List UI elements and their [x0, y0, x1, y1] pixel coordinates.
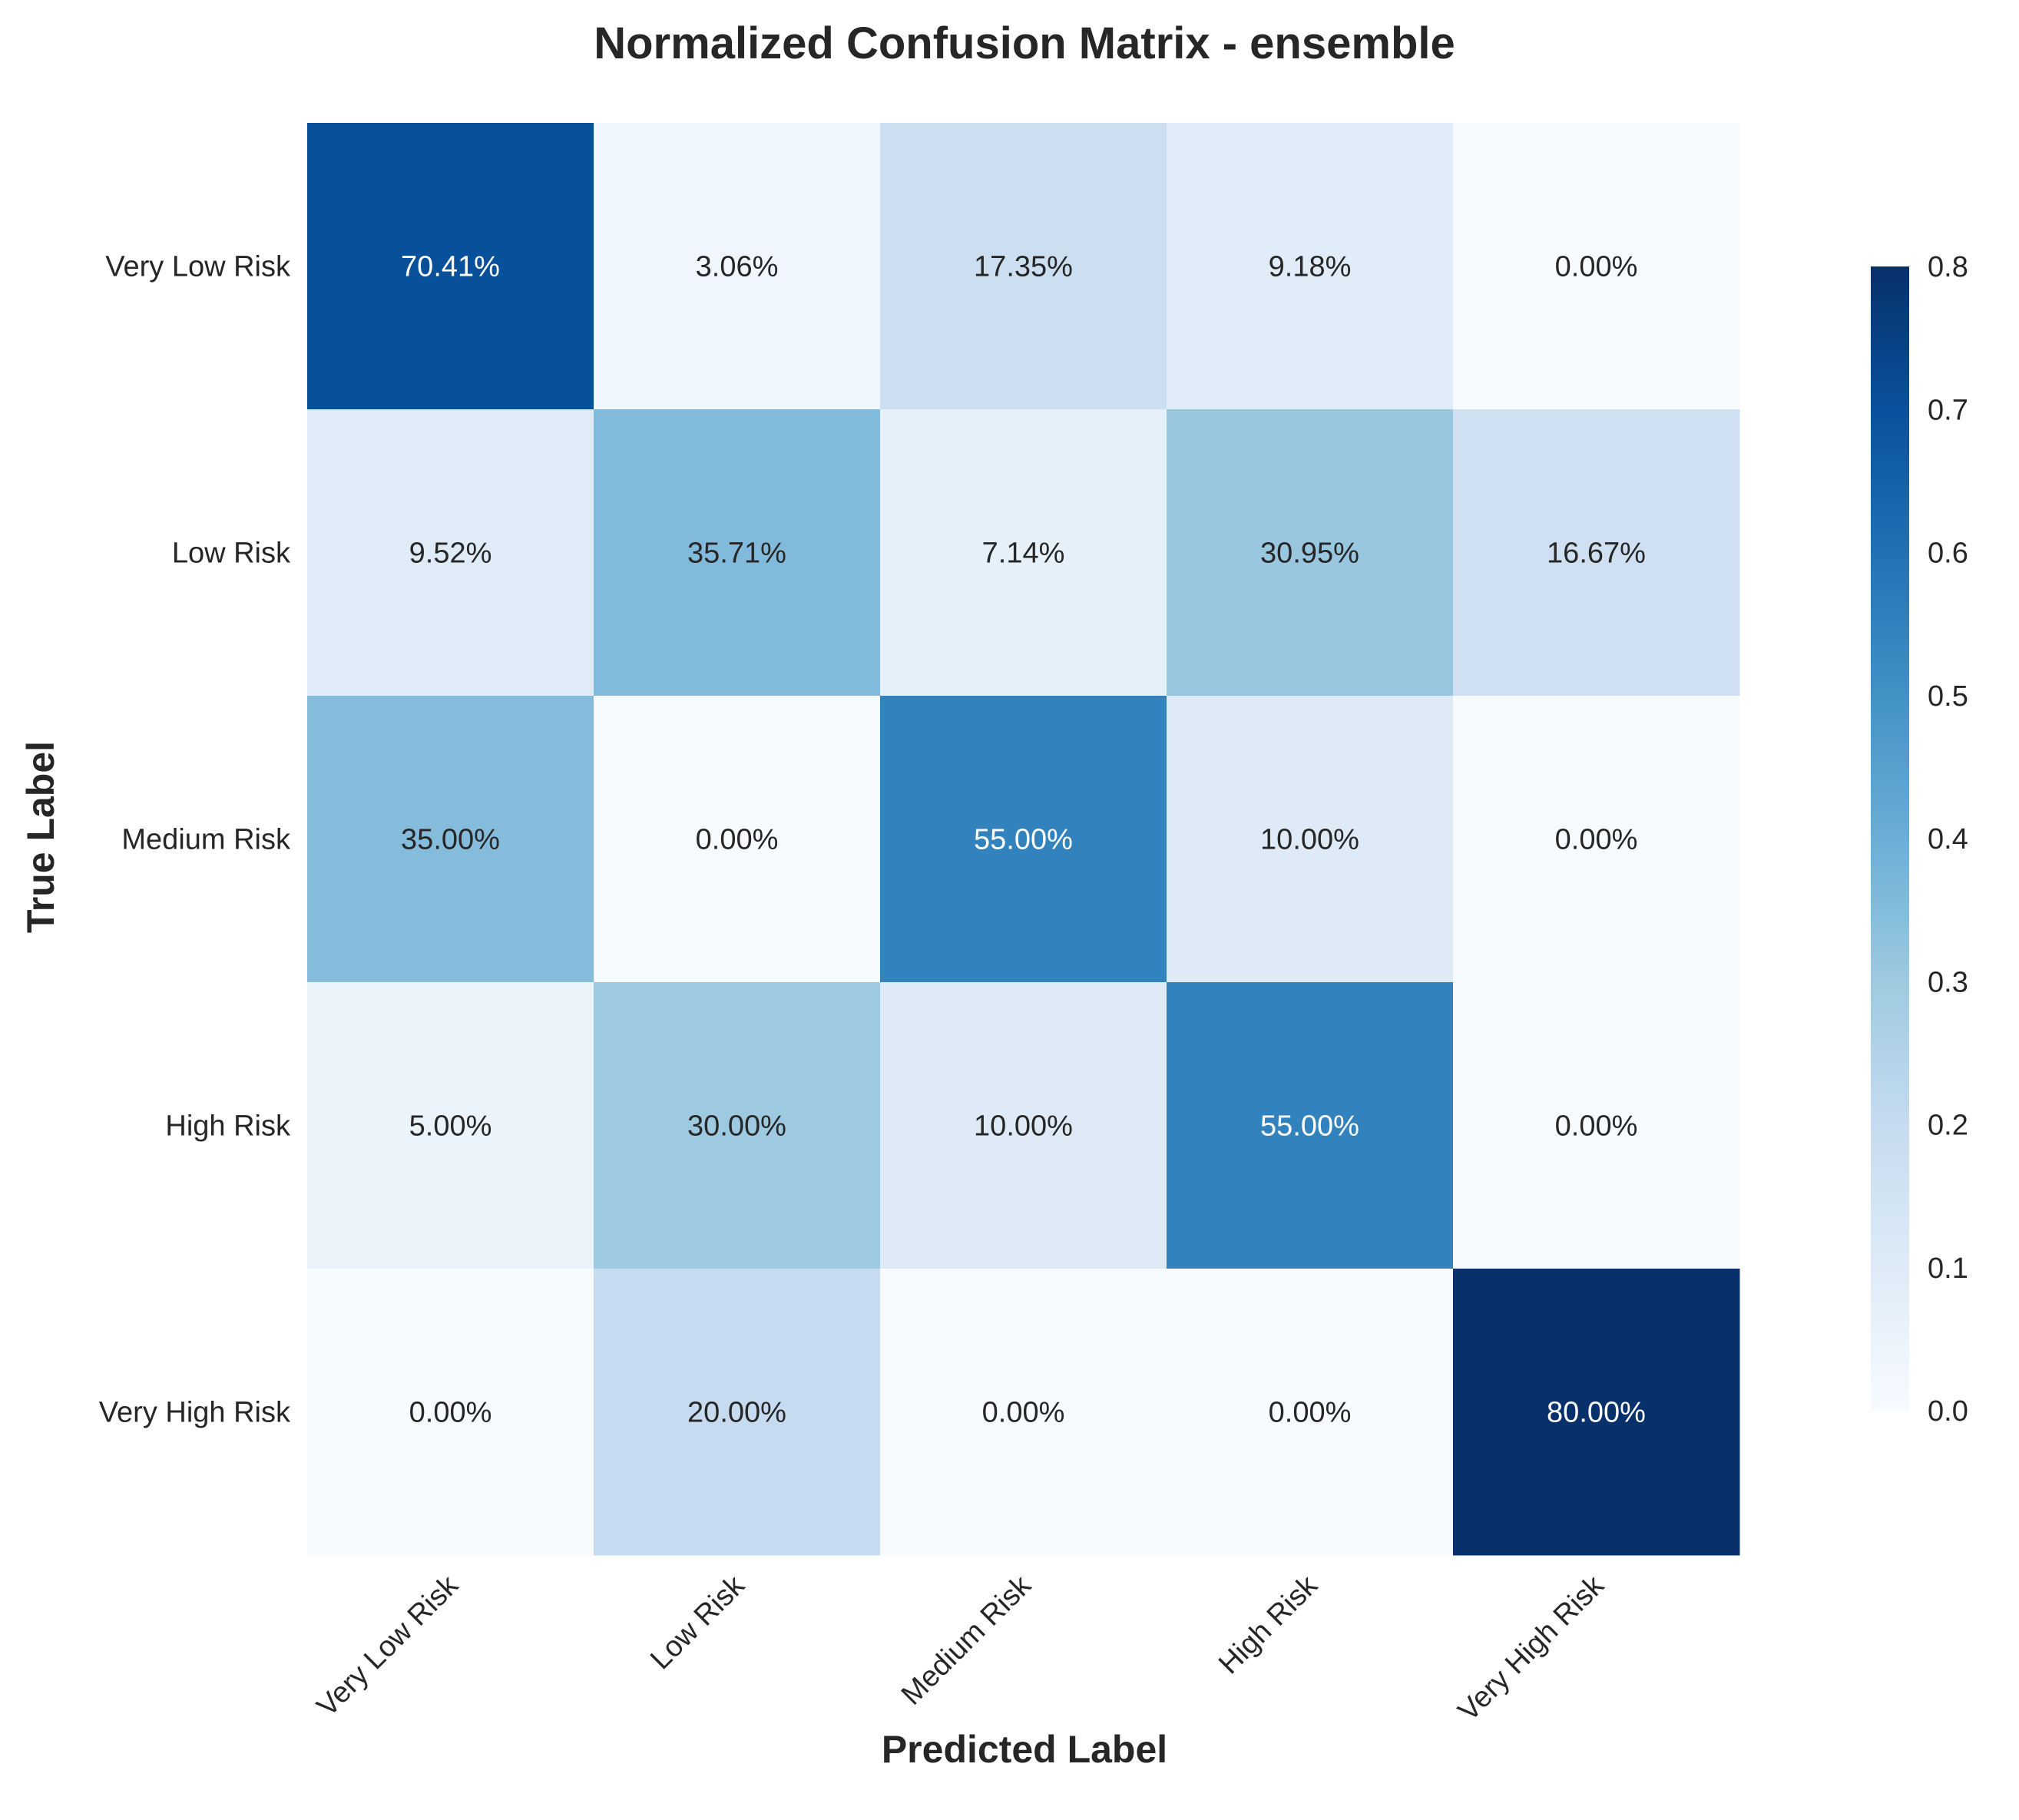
- heatmap-cell: [1453, 123, 1740, 410]
- cell-value-label: 0.00%: [1269, 1397, 1352, 1429]
- y-tick-label: Low Risk: [172, 538, 291, 570]
- x-axis-label: Predicted Label: [882, 1728, 1167, 1771]
- heatmap-cell: [594, 982, 881, 1269]
- cell-value-label: 20.00%: [687, 1397, 786, 1429]
- cell-value-label: 16.67%: [1547, 538, 1646, 570]
- cell-value-label: 55.00%: [974, 824, 1073, 856]
- cell-value-label: 0.00%: [982, 1397, 1065, 1429]
- heatmap-cell: [1167, 696, 1454, 983]
- y-axis-label: True Label: [19, 741, 62, 933]
- heatmap-cell: [594, 123, 881, 410]
- colorbar-tick-label: 0.2: [1928, 1110, 1968, 1142]
- cell-value-label: 0.00%: [1555, 1110, 1638, 1143]
- y-tick-label: Medium Risk: [121, 824, 291, 856]
- cell-value-label: 70.41%: [401, 251, 500, 283]
- colorbar-tick-label: 0.6: [1928, 538, 1968, 570]
- heatmap-cell: [594, 696, 881, 983]
- heatmap-cell: [594, 1269, 881, 1556]
- colorbar-tick-label: 0.0: [1928, 1395, 1968, 1428]
- cell-value-label: 30.00%: [687, 1110, 786, 1143]
- cell-value-label: 17.35%: [974, 251, 1073, 283]
- heatmap-cell: [1453, 1269, 1740, 1556]
- heatmap-cell-labels: 70.41% 3.06% 17.35% 9.18% 0.00% 9.52% 35.71% 7.…: [401, 251, 1646, 1429]
- heatmap-cell: [1167, 1269, 1454, 1556]
- heatmap-cell: [1167, 123, 1454, 410]
- heatmap-cell: [880, 982, 1167, 1269]
- cell-value-label: 7.14%: [982, 538, 1065, 570]
- heatmap-cells: [307, 123, 1740, 1556]
- cell-value-label: 0.00%: [1555, 824, 1638, 856]
- y-tick-labels: Very Low Risk Low Risk Medium Risk High Ris…: [99, 251, 291, 1429]
- heatmap-cell: [1453, 696, 1740, 983]
- heatmap-cell: [1167, 409, 1454, 697]
- colorbar-tick-label: 0.7: [1928, 394, 1968, 426]
- cell-value-label: 0.00%: [1555, 251, 1638, 283]
- heatmap-cell: [307, 409, 594, 697]
- colorbar: [1871, 266, 1909, 1411]
- colorbar-tick-label: 0.3: [1928, 966, 1968, 998]
- heatmap-cell: [880, 123, 1167, 410]
- x-tick-label: Very High Risk: [1452, 1569, 1611, 1728]
- cell-value-label: 80.00%: [1547, 1397, 1646, 1429]
- heatmap-cell: [307, 1269, 594, 1556]
- cell-value-label: 0.00%: [409, 1397, 492, 1429]
- heatmap-cell: [307, 982, 594, 1269]
- x-tick-label: Medium Risk: [895, 1569, 1038, 1712]
- heatmap-cell: [1167, 982, 1454, 1269]
- heatmap-cell: [880, 409, 1167, 697]
- x-tick-label: High Risk: [1213, 1569, 1324, 1680]
- heatmap-cell: [880, 1269, 1167, 1556]
- cell-value-label: 0.00%: [696, 824, 779, 856]
- colorbar-ticks: 0.0 0.1 0.2 0.3 0.4 0.5 0.6 0.7 0.8: [1928, 251, 1968, 1428]
- cell-value-label: 3.06%: [696, 251, 779, 283]
- cell-value-label: 35.71%: [687, 538, 786, 570]
- colorbar-tick-label: 0.8: [1928, 251, 1968, 283]
- heatmap-cell: [1453, 982, 1740, 1269]
- cell-value-label: 55.00%: [1260, 1110, 1359, 1143]
- y-tick-label: Very High Risk: [99, 1397, 291, 1429]
- heatmap-cell: [307, 696, 594, 983]
- heatmap-cell: [880, 696, 1167, 983]
- x-tick-label: Low Risk: [644, 1569, 751, 1676]
- x-tick-labels: Very Low Risk Low Risk Medium Risk High Ris…: [311, 1569, 1611, 1728]
- x-tick-label: Very Low Risk: [311, 1569, 465, 1723]
- cell-value-label: 30.95%: [1260, 538, 1359, 570]
- cell-value-label: 35.00%: [401, 824, 500, 856]
- cell-value-label: 9.52%: [409, 538, 492, 570]
- y-tick-label: High Risk: [165, 1110, 291, 1143]
- heatmap-cell: [1453, 409, 1740, 697]
- heatmap-cell: [307, 123, 594, 410]
- chart-title: Normalized Confusion Matrix - ensemble: [594, 18, 1455, 68]
- colorbar-tick-label: 0.1: [1928, 1252, 1968, 1285]
- heatmap-cell: [594, 409, 881, 697]
- cell-value-label: 10.00%: [1260, 824, 1359, 856]
- cell-value-label: 5.00%: [409, 1110, 492, 1143]
- colorbar-tick-label: 0.4: [1928, 823, 1968, 855]
- colorbar-tick-label: 0.5: [1928, 680, 1968, 713]
- cell-value-label: 10.00%: [974, 1110, 1073, 1143]
- cell-value-label: 9.18%: [1269, 251, 1352, 283]
- y-tick-label: Very Low Risk: [105, 251, 291, 283]
